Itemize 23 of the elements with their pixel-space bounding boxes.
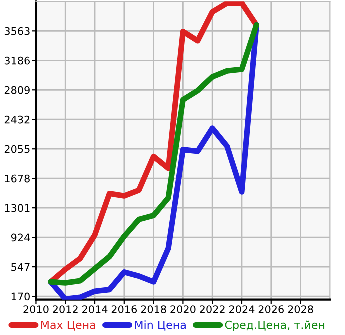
y-tick-label: 2432	[4, 116, 30, 124]
y-tick-label: 3186	[4, 56, 30, 65]
y-tick-label: 2809	[4, 86, 30, 94]
legend-label: Min Цена	[135, 320, 186, 331]
legend-label: Сред.Цена, т.йен	[225, 320, 325, 332]
x-tick-label: 2014	[82, 306, 108, 314]
y-tick-label: 547	[12, 263, 30, 272]
y-tick-label: 170	[12, 292, 30, 301]
x-tick-label: 2012	[53, 306, 78, 314]
y-tick-label: 924	[11, 234, 30, 242]
y-tick-label: 1301	[5, 204, 30, 212]
y-tick-label: 2055	[4, 145, 30, 154]
x-tick-label: 2020	[170, 306, 196, 314]
x-tick-label: 2026	[258, 306, 284, 314]
x-tick-label: 2024	[229, 306, 255, 314]
y-tick-label: 1678	[5, 174, 30, 183]
x-tick-label: 2016	[112, 306, 138, 314]
x-tick-label: 2028	[288, 306, 314, 314]
x-tick-label: 2018	[141, 306, 166, 314]
legend-label: Max Цена	[41, 321, 96, 331]
x-tick-label: 2022	[200, 306, 225, 314]
y-tick-label: 3563	[4, 27, 30, 36]
x-tick-label: 2010	[24, 306, 49, 314]
